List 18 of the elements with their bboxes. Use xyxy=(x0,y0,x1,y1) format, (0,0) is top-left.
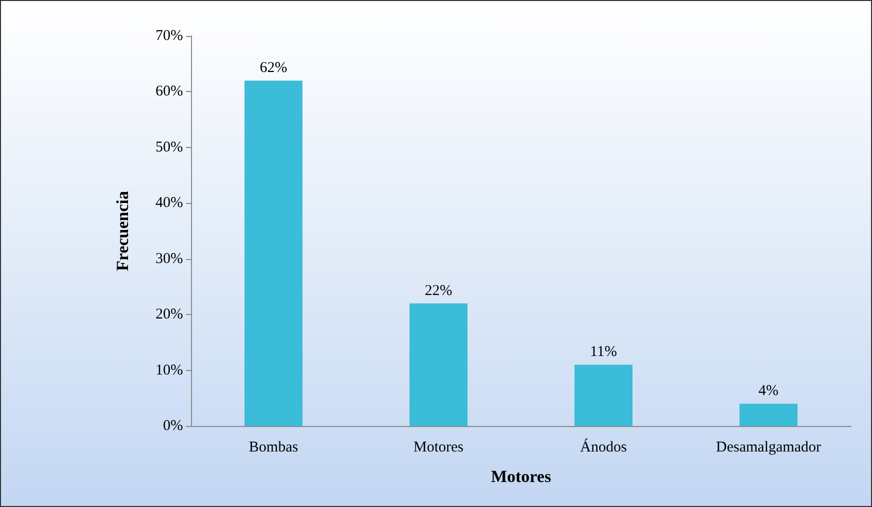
y-tick-label: 0% xyxy=(163,418,183,434)
x-tick-label: Motores xyxy=(414,440,464,456)
y-tick-label: 40% xyxy=(156,195,183,212)
data-label: 4% xyxy=(758,383,778,400)
y-tick-label: 10% xyxy=(156,362,183,378)
y-tick-label: 50% xyxy=(156,139,183,156)
y-axis-title: Frecuencia xyxy=(113,190,132,271)
data-label: 22% xyxy=(424,282,452,299)
data-label: 62% xyxy=(260,60,288,76)
x-tick-label: Desamalgamador xyxy=(716,440,821,456)
data-label: 11% xyxy=(590,344,617,360)
y-tick-label: 30% xyxy=(156,250,183,267)
x-axis-title: Motores xyxy=(490,467,552,486)
y-tick-label: 20% xyxy=(156,306,183,323)
x-tick-label: Bombas xyxy=(248,440,298,456)
x-tick-label: Ánodos xyxy=(580,438,627,456)
y-tick-label: 70% xyxy=(156,28,183,44)
y-tick-label: 60% xyxy=(156,84,183,100)
